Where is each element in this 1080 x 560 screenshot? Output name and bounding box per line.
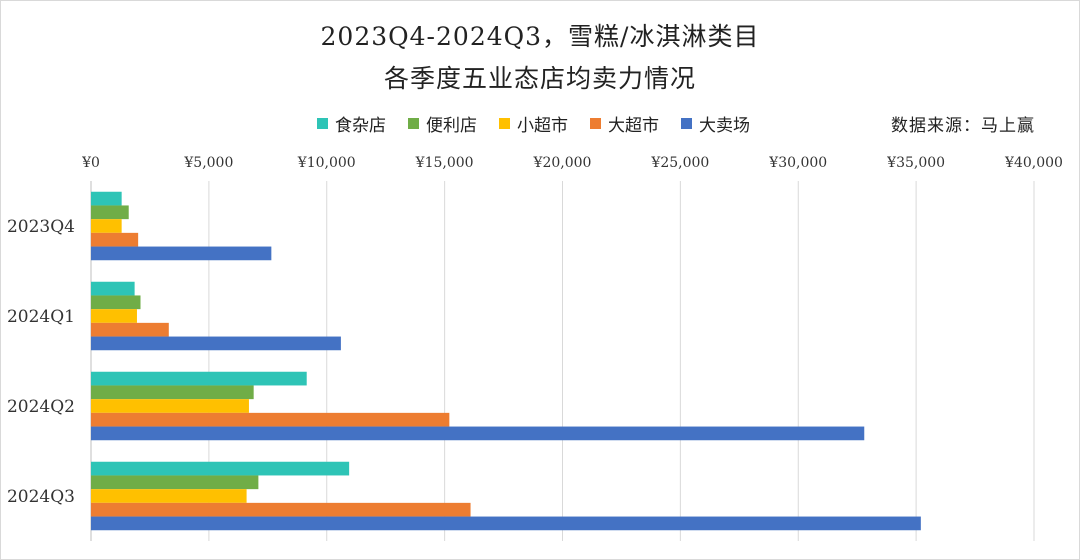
legend-label: 便利店 [426,116,477,136]
y-category-label: 2024Q1 [7,307,75,327]
legend-label: 小超市 [517,116,568,136]
x-tick-label: ¥5,000 [183,155,233,171]
bar [91,309,137,323]
legend-label: 大卖场 [699,116,750,136]
bar [91,502,471,517]
x-tick-label: ¥10,000 [297,155,356,171]
bar [91,399,249,413]
legend-item: 便利店 [408,111,477,136]
bar [91,295,141,310]
bar [91,475,259,490]
bar [91,219,122,233]
legend-item: 小超市 [499,111,568,136]
legend-swatch [681,118,692,129]
x-tick-label: ¥30,000 [768,155,827,171]
legend-swatch [408,118,419,129]
bar [91,489,247,503]
y-category-label: 2024Q2 [7,397,75,417]
x-tick-label: ¥35,000 [886,155,945,171]
data-source: 数据来源：马上赢 [891,116,1035,136]
bar [91,191,122,206]
legend-label: 食杂店 [335,116,386,136]
chart-legend: 食杂店 便利店 小超市 大超市 大卖场 [317,111,750,136]
chart-title-line2: 各季度五业态店均卖力情况 [383,64,696,93]
x-tick-label: ¥40,000 [1004,155,1063,171]
x-tick-label: ¥25,000 [650,155,709,171]
bar [91,246,272,261]
bar [91,371,307,386]
bar [91,461,350,476]
legend-item: 食杂店 [317,111,386,136]
bar [91,281,135,296]
legend-item: 大卖场 [681,111,750,136]
legend-swatch [590,118,601,129]
bar [91,426,865,441]
x-tick-label: ¥15,000 [415,155,474,171]
y-category-label: 2024Q3 [7,487,75,507]
legend-swatch [499,118,510,129]
legend-item: 大超市 [590,111,659,136]
bar [91,205,129,220]
legend-swatch [317,118,328,129]
bar [91,516,921,531]
x-tick-label: ¥0 [81,155,100,171]
chart-title-line1: 2023Q4-2024Q3，雪糕/冰淇淋类目 [320,22,760,51]
y-category-label: 2023Q4 [7,217,75,237]
bar [91,385,254,400]
bar [91,322,169,337]
bar [91,412,450,427]
x-tick-label: ¥20,000 [533,155,592,171]
bar [91,336,341,351]
bar [91,232,139,247]
legend-label: 大超市 [608,116,659,136]
